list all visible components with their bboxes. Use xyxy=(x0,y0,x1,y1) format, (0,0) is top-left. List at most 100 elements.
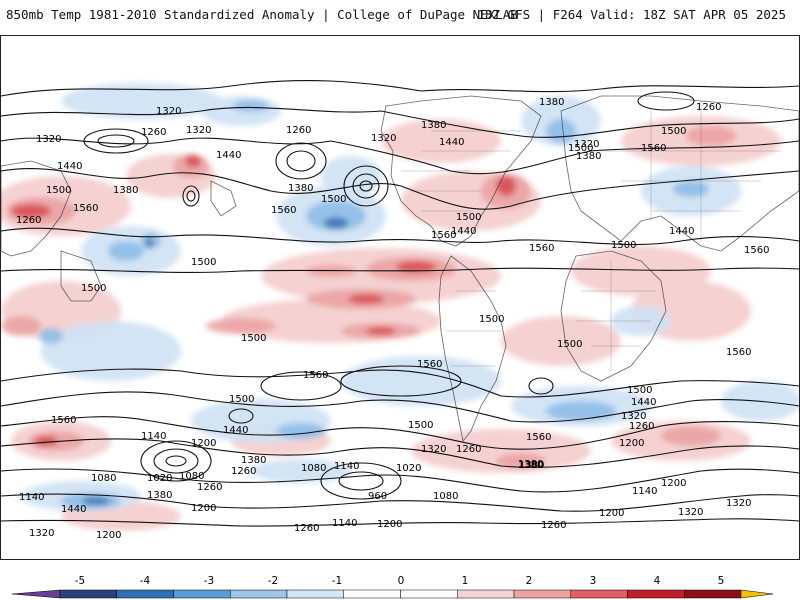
contour-label: 1560 xyxy=(51,415,76,426)
contour-label: 1080 xyxy=(301,463,326,474)
colorbar-tick: -2 xyxy=(268,575,278,587)
contour-label: 1560 xyxy=(526,432,551,443)
colorbar-swatch xyxy=(570,589,628,599)
coastlines xyxy=(1,95,799,442)
contour-label: 1200 xyxy=(96,530,121,541)
contour-label: 1080 xyxy=(179,471,204,482)
contour-label: 1500 xyxy=(229,394,254,405)
colorbar-svg: -5 -4 -3 -2 -1 0 1 2 3 4 5 xyxy=(11,575,774,599)
contour-label: 1560 xyxy=(641,143,666,154)
contour-label: 1380 xyxy=(519,460,544,471)
contour-label: 1140 xyxy=(332,518,357,529)
contour-label: 1560 xyxy=(303,370,328,381)
contour-label: 1500 xyxy=(611,240,636,251)
contour-label: 1200 xyxy=(599,508,624,519)
contour-label: 1500 xyxy=(241,333,266,344)
contour-label: 1260 xyxy=(197,482,222,493)
contour-label: 1380 xyxy=(288,183,313,194)
colorbar-tick: 1 xyxy=(462,575,469,587)
contour-label: 1380 xyxy=(147,490,172,501)
contour-label: 1260 xyxy=(141,127,166,138)
contour-label: 1320 xyxy=(29,528,54,539)
contour-label: 1440 xyxy=(439,137,464,148)
contour-label: 1320 xyxy=(156,106,181,117)
colorbar-tick: -3 xyxy=(204,575,214,587)
model-run-valid-time: 18Z GFS | F264 Valid: 18Z SAT APR 05 202… xyxy=(477,7,786,22)
contour-label: 1320 xyxy=(36,134,61,145)
contour-label: 1560 xyxy=(431,230,456,241)
colorbar-tick: 3 xyxy=(590,575,597,587)
anomaly-colorbar: -5 -4 -3 -2 -1 0 1 2 3 4 5 xyxy=(0,570,800,600)
contour-label: 1560 xyxy=(417,359,442,370)
contour-label: 1440 xyxy=(223,425,248,436)
contour-label: 1140 xyxy=(141,431,166,442)
contour-label: 1560 xyxy=(744,245,769,256)
colorbar-swatch xyxy=(684,589,742,599)
map-canvas: 1320 1260 1320 1260 1320 1380 1260 1500 … xyxy=(1,80,799,541)
contour-label: 1260 xyxy=(456,444,481,455)
contour-label: 1320 xyxy=(678,507,703,518)
contour-labels: 1320 1260 1320 1260 1320 1380 1260 1500 … xyxy=(16,97,769,541)
contour-label: 1260 xyxy=(696,102,721,113)
contour-label: 1560 xyxy=(726,347,751,358)
contour-label: 1260 xyxy=(231,466,256,477)
contour-label: 1320 xyxy=(726,498,751,509)
contour-label: 1260 xyxy=(541,520,566,531)
contour-label: 1080 xyxy=(91,473,116,484)
contour-label: 1440 xyxy=(631,397,656,408)
world-map-panel: 1320 1260 1320 1260 1320 1380 1260 1500 … xyxy=(0,35,800,560)
contour-label: 1560 xyxy=(73,203,98,214)
height-contours xyxy=(1,80,799,527)
contour-label: 1320 xyxy=(421,444,446,455)
country-borders xyxy=(401,101,781,371)
contour-label: 1440 xyxy=(61,504,86,515)
contour-label: 1260 xyxy=(286,125,311,136)
colorbar-swatch xyxy=(513,589,571,599)
contour-label: 1260 xyxy=(629,421,654,432)
contour-label: 1440 xyxy=(451,226,476,237)
colorbar-tick: 4 xyxy=(654,575,661,587)
contour-label: 1200 xyxy=(191,438,216,449)
contour-label: 1380 xyxy=(518,459,543,470)
contour-label: 1020 xyxy=(396,463,421,474)
contour-label: 1500 xyxy=(408,420,433,431)
colorbar-tick: -5 xyxy=(75,575,85,587)
colorbar-swatch xyxy=(457,589,515,599)
contour-label: 1020 xyxy=(147,473,172,484)
contour-label: 1500 xyxy=(81,283,106,294)
contour-label: 1440 xyxy=(669,226,694,237)
contour-label: 1320 xyxy=(621,411,646,422)
colorbar-swatch xyxy=(116,589,174,599)
contour-label: 1500 xyxy=(191,257,216,268)
contour-label: 1500 xyxy=(661,126,686,137)
contour-label: 960 xyxy=(368,491,387,502)
contour-label: 1380 xyxy=(241,455,266,466)
contour-label: 1440 xyxy=(216,150,241,161)
contour-label: 1260 xyxy=(16,215,41,226)
colorbar-tick: 5 xyxy=(718,575,725,587)
colorbar-swatch xyxy=(230,589,288,599)
contour-label: 1260 xyxy=(294,523,319,534)
contour-label: 1560 xyxy=(271,205,296,216)
map-title: 850mb Temp 1981-2010 Standardized Anomal… xyxy=(6,7,518,22)
contour-label: 1320 xyxy=(574,139,599,150)
contour-label: 1500 xyxy=(557,339,582,350)
colorbar-swatch xyxy=(343,589,401,599)
contour-label: 1500 xyxy=(627,385,652,396)
contour-label: 1380 xyxy=(421,120,446,131)
contour-label: 1500 xyxy=(456,212,481,223)
contour-label: 1200 xyxy=(661,478,686,489)
contour-label: 1380 xyxy=(113,185,138,196)
colorbar-tick-labels: -5 -4 -3 -2 -1 0 1 2 3 4 5 xyxy=(75,575,725,587)
contour-label: 1140 xyxy=(632,486,657,497)
colorbar-swatch xyxy=(286,589,344,599)
colorbar-swatch xyxy=(59,589,117,599)
colorbar-tick: 2 xyxy=(526,575,533,587)
contour-label: 1380 xyxy=(518,460,543,471)
contour-label: 1140 xyxy=(19,492,44,503)
contour-label: 1080 xyxy=(433,491,458,502)
contour-label: 1320 xyxy=(186,125,211,136)
contour-label: 1140 xyxy=(334,461,359,472)
contour-label: 1380 xyxy=(539,97,564,108)
colorbar-swatch xyxy=(173,589,231,599)
